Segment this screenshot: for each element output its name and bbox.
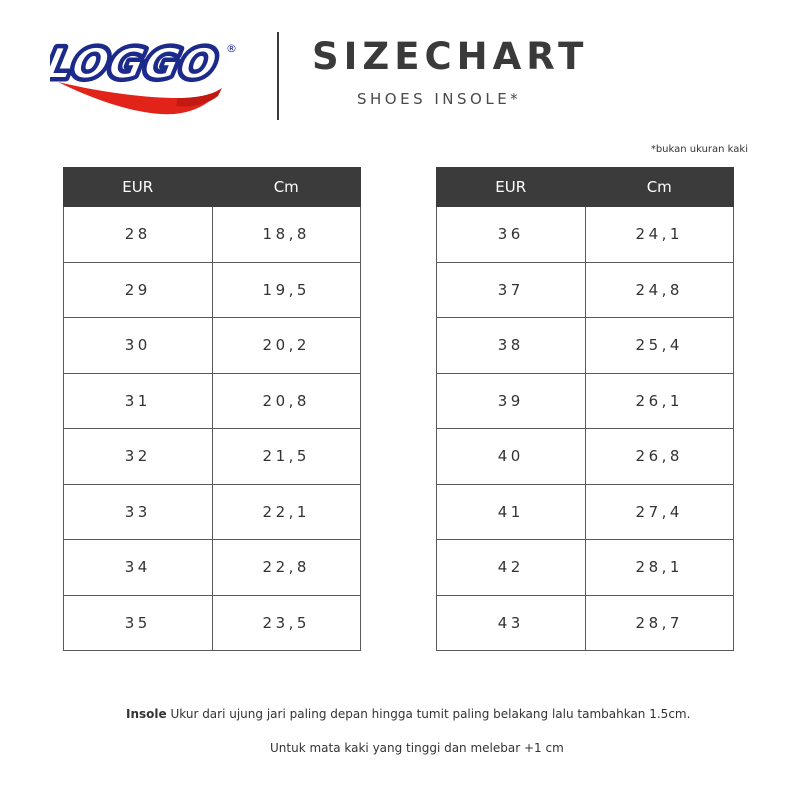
insole-instruction: Insole Ukur dari ujung jari paling depan… [126,708,690,720]
cm-cell: 21,5 [211,428,361,485]
eur-cell: 28 [63,206,213,263]
eur-cell: 43 [436,594,586,651]
column-header-eur: EUR [436,167,586,207]
eur-cell: 41 [436,483,586,540]
cm-cell: 18,8 [211,206,361,263]
svg-text:LOGGO: LOGGO [50,40,222,88]
column-header-eur: EUR [63,167,213,207]
table-row: 31 20,8 [63,372,361,429]
cm-cell: 26,1 [584,372,734,429]
cm-cell: 26,8 [584,428,734,485]
eur-cell: 36 [436,206,586,263]
insole-text: Ukur dari ujung jari paling depan hingga… [166,707,691,721]
svg-text:LOGGO: LOGGO [50,40,222,88]
eur-cell: 37 [436,261,586,318]
eur-cell: 35 [63,594,213,651]
cm-cell: 20,2 [211,317,361,374]
svg-text:®: ® [226,42,237,55]
cm-cell: 24,8 [584,261,734,318]
cm-cell: 22,8 [211,539,361,596]
table-row: 34 22,8 [63,539,361,596]
ankle-instruction: Untuk mata kaki yang tinggi dan melebar … [270,741,564,755]
loggo-logo: LOGGO LOGGO ® [38,37,240,120]
header-divider [277,32,279,120]
table-row: 39 26,1 [436,372,734,429]
eur-cell: 33 [63,483,213,540]
table-row: 42 28,1 [436,539,734,596]
table-row: 35 23,5 [63,594,361,651]
eur-cell: 38 [436,317,586,374]
table-row: 33 22,1 [63,483,361,540]
table-row: 28 18,8 [63,206,361,263]
eur-cell: 34 [63,539,213,596]
cm-cell: 23,5 [211,594,361,651]
eur-cell: 29 [63,261,213,318]
table-row: 36 24,1 [436,206,734,263]
table-row: 29 19,5 [63,261,361,318]
cm-cell: 28,7 [584,594,734,651]
table-row: 38 25,4 [436,317,734,374]
table-row: 43 28,7 [436,594,734,651]
table-row: 37 24,8 [436,261,734,318]
footnote-marker-note: *bukan ukuran kaki [650,144,748,155]
cm-cell: 25,4 [584,317,734,374]
table-row: 32 21,5 [63,428,361,485]
eur-cell: 42 [436,539,586,596]
cm-cell: 19,5 [211,261,361,318]
page-subtitle: SHOES INSOLE* [357,90,522,108]
page-title: SIZECHART [312,35,589,78]
table-row: 40 26,8 [436,428,734,485]
eur-cell: 39 [436,372,586,429]
eur-cell: 30 [63,317,213,374]
cm-cell: 24,1 [584,206,734,263]
cm-cell: 20,8 [211,372,361,429]
cm-cell: 22,1 [211,483,361,540]
eur-cell: 31 [63,372,213,429]
table-row: 30 20,2 [63,317,361,374]
cm-cell: 28,1 [584,539,734,596]
table-row: 41 27,4 [436,483,734,540]
cm-cell: 27,4 [584,483,734,540]
column-header-cm: Cm [211,167,361,207]
size-table-left: EUR Cm 28 18,8 29 19,5 30 20,2 31 20,8 32 21,… [63,167,361,651]
eur-cell: 32 [63,428,213,485]
column-header-cm: Cm [584,167,734,207]
size-table-right: EUR Cm 36 24,1 37 24,8 38 25,4 39 26,1 40 26,… [436,167,734,651]
eur-cell: 40 [436,428,586,485]
insole-label: Insole [126,707,167,721]
